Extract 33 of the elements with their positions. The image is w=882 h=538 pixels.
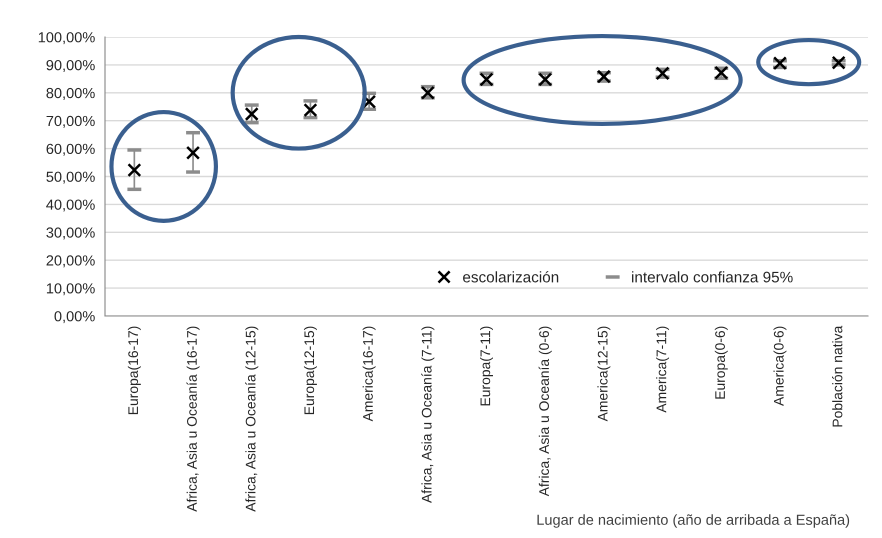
point	[127, 163, 142, 178]
y-tick-label: 100,00%	[38, 32, 95, 44]
x-tick-label: America(16-17)	[362, 326, 376, 422]
y-tick-label: 90,00%	[46, 60, 95, 72]
y-tick-label: 50,00%	[46, 172, 95, 184]
x-tick-label: Africa, Asia u Oceanía (12-15)	[245, 326, 258, 512]
y-tick-label: 0,00%	[54, 311, 95, 324]
x-axis-title: Lugar de nacimiento (año de arribada a España)	[537, 514, 850, 528]
x-tick-label: Africa, Asia u Oceanía (7-11)	[421, 326, 434, 503]
y-tick-label: 40,00%	[46, 200, 95, 212]
x-tick-label: Africa, Asia u Oceanía (0-6)	[538, 326, 552, 496]
x-tick-label: Población nativa	[832, 326, 842, 426]
x-tick-label: Africa, Asia u Oceanía (16-17)	[186, 326, 200, 512]
x-tick-label: America(7-11)	[656, 326, 670, 413]
x-tick-label: Europa(16-17)	[128, 326, 141, 414]
y-tick-label: 80,00%	[46, 88, 95, 100]
y-tick-label: 20,00%	[46, 255, 95, 268]
point	[244, 106, 259, 122]
point	[186, 146, 200, 160]
y-tick-label: 60,00%	[46, 144, 95, 156]
y-tick-label: 30,00%	[46, 227, 95, 240]
y-tick-label: 70,00%	[46, 116, 95, 128]
y-tick-label: 10,00%	[46, 283, 95, 296]
x-tick-label: America(0-6)	[773, 326, 786, 406]
point	[832, 56, 846, 70]
annotation: intervalo confianza 95%	[632, 271, 793, 282]
point	[772, 56, 788, 70]
x-tick-label: Europa(12-15)	[304, 326, 317, 414]
x-tick-label: Europa(7-11)	[480, 326, 493, 406]
legend-label: escolarización	[463, 271, 558, 282]
point	[303, 103, 318, 118]
x-tick-label: Europa(0-6)	[714, 326, 728, 399]
x-tick-label: America(12-15)	[597, 326, 610, 422]
